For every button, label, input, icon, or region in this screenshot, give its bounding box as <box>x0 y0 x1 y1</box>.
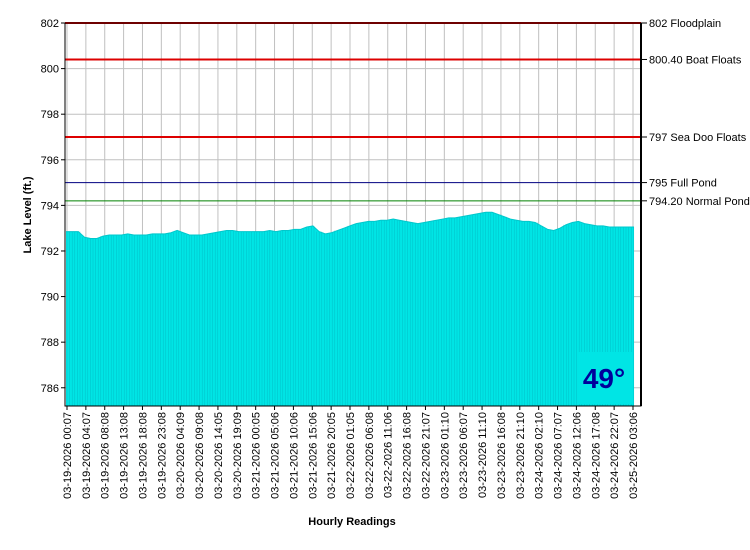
x-axis-ticks: 03-19-2026 00:07 03-19-2026 04:07 03-19-20… <box>62 406 640 499</box>
y-tick-label: 796 <box>41 155 59 167</box>
reference-label: 800.40 Boat Floats <box>649 54 742 66</box>
x-tick-label: 03-23-2026 06:07 <box>458 412 470 499</box>
x-tick-label: 03-22-2026 06:08 <box>364 412 376 499</box>
temperature-box <box>577 352 632 404</box>
x-tick-label: 03-24-2026 12:06 <box>571 412 583 499</box>
y-tick-label: 800 <box>41 64 59 76</box>
x-tick-label: 03-21-2026 10:06 <box>288 412 300 499</box>
x-tick-label: 03-23-2026 01:10 <box>439 412 451 499</box>
y-axis-ticks: 786 788 790 792 794 796 798 800 802 <box>41 18 65 395</box>
x-tick-label: 03-22-2026 01:05 <box>345 412 357 499</box>
x-tick-label: 03-24-2026 17:08 <box>590 412 602 499</box>
reference-label: 802 Floodplain <box>649 18 721 30</box>
x-tick-label: 03-19-2026 00:07 <box>62 412 74 499</box>
x-tick-label: 03-23-2026 11:10 <box>477 412 489 498</box>
reference-label: 795 Full Pond <box>649 178 717 190</box>
y-tick-label: 790 <box>41 292 59 304</box>
x-tick-label: 03-24-2026 02:10 <box>534 412 546 499</box>
reference-lines: 802 Floodplain 800.40 Boat Floats 797 Sea … <box>65 18 750 208</box>
x-tick-label: 03-20-2026 04:09 <box>175 412 187 499</box>
y-tick-label: 794 <box>41 200 59 212</box>
x-tick-label: 03-23-2026 16:08 <box>496 412 508 499</box>
x-tick-label: 03-22-2026 21:07 <box>420 412 432 499</box>
x-tick-label: 03-19-2026 18:08 <box>137 412 149 499</box>
y-tick-label: 798 <box>41 109 59 121</box>
series-area <box>66 212 634 406</box>
y-tick-label: 802 <box>41 18 59 30</box>
y-tick-label: 792 <box>41 246 59 258</box>
y-axis-title: Lake Level (ft.) <box>22 176 34 253</box>
series-hatch <box>66 212 635 406</box>
x-tick-label: 03-22-2026 11:06 <box>383 412 395 498</box>
y-tick-label: 786 <box>41 383 59 395</box>
x-tick-label: 03-25-2026 03:06 <box>628 412 640 499</box>
x-tick-label: 03-19-2026 13:08 <box>119 412 131 499</box>
temperature-badge: 49° <box>577 352 632 404</box>
x-tick-label: 03-19-2026 04:07 <box>81 412 93 499</box>
x-tick-label: 03-22-2026 16:08 <box>402 412 414 499</box>
reference-label: 794.20 Normal Pond <box>649 196 750 208</box>
x-tick-label: 03-21-2026 15:06 <box>307 412 319 499</box>
x-tick-label: 03-20-2026 14:05 <box>213 412 225 499</box>
temperature-value: 49° <box>583 363 625 394</box>
x-tick-label: 03-24-2026 07:07 <box>553 412 565 499</box>
x-tick-label: 03-19-2026 08:08 <box>100 412 112 499</box>
x-tick-label: 03-20-2026 09:08 <box>194 412 206 499</box>
x-tick-label: 03-20-2026 19:09 <box>232 412 244 499</box>
x-tick-label: 03-21-2026 00:05 <box>251 412 263 499</box>
x-tick-label: 03-21-2026 05:06 <box>270 412 282 499</box>
reference-label: 797 Sea Doo Floats <box>649 132 747 144</box>
series-outline <box>66 211 634 239</box>
x-tick-label: 03-24-2026 22:07 <box>609 412 621 499</box>
x-tick-label: 03-23-2026 21:10 <box>515 412 527 499</box>
x-axis-title: Hourly Readings <box>308 516 395 528</box>
x-tick-label: 03-19-2026 23:08 <box>156 412 168 499</box>
data-area <box>66 211 635 406</box>
y-tick-label: 788 <box>41 337 59 349</box>
x-tick-label: 03-21-2026 20:05 <box>326 412 338 499</box>
